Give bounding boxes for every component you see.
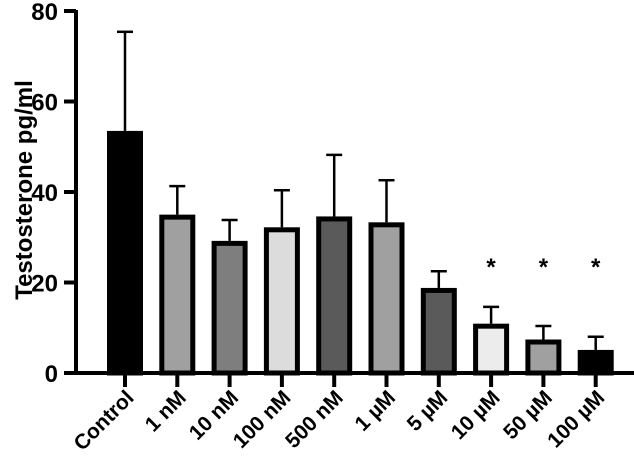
y-tick-label: 60 [31,90,58,117]
bars: * * * [107,30,614,376]
bar [107,130,143,376]
y-tick-label: 80 [31,0,58,26]
x-tick-label: 500 nM [281,386,348,453]
bar [316,216,353,376]
significance-marker: * [539,254,549,281]
y-axis-label: Testosterone pg/ml [11,80,38,300]
bar [525,339,562,376]
bar [473,323,510,376]
bar [211,240,248,376]
x-tick-label: 1 nM [141,386,191,436]
x-tick-label: 100 µM [543,386,609,452]
bar [263,227,300,376]
bar [420,287,457,376]
bar-group [107,30,143,376]
y-tick-label: 20 [31,271,58,298]
bar-group [420,269,457,376]
significance-marker: * [486,254,496,281]
bar [577,349,614,376]
bar-group [159,184,196,376]
bar-group [316,153,353,376]
bar-group: * [473,254,510,376]
bar-group: * [525,254,562,376]
significance-marker: * [591,254,601,281]
bar-group [368,178,405,376]
bar-group: * [577,254,614,376]
x-tick-label: Control [69,386,138,455]
y-axis: 0 20 40 60 80 [31,0,78,388]
x-tick-label: 1 µM [350,386,400,436]
x-tick-label: 100 nM [229,386,296,453]
bar-group [263,188,300,376]
y-tick-label: 0 [45,361,58,388]
bar [159,214,196,376]
bar [368,222,405,376]
x-tick-label: 5 µM [403,386,453,436]
x-tick-label: 10 µM [447,386,505,444]
y-tick-label: 40 [31,180,58,207]
bar-group [211,218,248,376]
